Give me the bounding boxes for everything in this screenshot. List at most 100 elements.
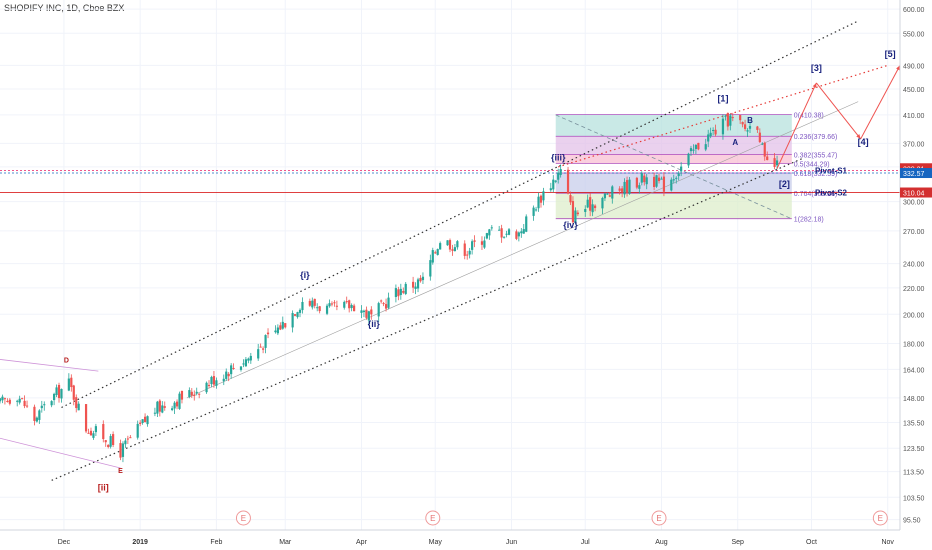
- candle-body: [773, 158, 776, 167]
- candle-body: [643, 175, 646, 183]
- candle-body: [257, 349, 260, 359]
- projection-arrowhead: [812, 82, 817, 88]
- candle-body: [107, 444, 110, 448]
- fib-level-label: 0.5(344.29): [794, 161, 830, 168]
- candle-body: [453, 247, 457, 252]
- candle-body: [52, 393, 56, 401]
- candle-body: [387, 297, 390, 308]
- candle-body: [139, 422, 142, 424]
- candle-body: [483, 240, 486, 248]
- candle-body: [171, 408, 174, 411]
- fib-level-label: 0(410.38): [794, 113, 824, 120]
- candle-body: [87, 432, 90, 434]
- candle-body: [38, 410, 41, 420]
- candle-body: [367, 311, 370, 321]
- candle-body: [40, 405, 43, 409]
- candle-body: [365, 309, 368, 318]
- earnings-marker-label: E: [241, 514, 246, 523]
- x-tick-label: Dec: [58, 539, 71, 546]
- candle-body: [404, 283, 407, 294]
- candle-body: [55, 387, 58, 395]
- candle-body: [652, 176, 656, 187]
- candle-body: [532, 207, 535, 216]
- wave-label: {iii}: [551, 152, 566, 162]
- candle-body: [534, 209, 538, 211]
- candle-body: [670, 179, 673, 191]
- y-axis-panel: [900, 0, 932, 550]
- candle-body: [488, 229, 491, 236]
- candle-body: [704, 144, 707, 150]
- wave-label: D: [64, 358, 69, 365]
- candle-body: [316, 307, 319, 309]
- wave-label: B: [747, 116, 753, 125]
- candle-body: [264, 335, 267, 348]
- earnings-marker: [425, 510, 441, 526]
- candle-body: [104, 440, 107, 443]
- y-tick-label: 180.00: [903, 342, 925, 349]
- candle-body: [60, 388, 63, 399]
- channel-lower-line: [51, 158, 802, 481]
- candle-body: [397, 289, 400, 297]
- candle-body: [689, 148, 693, 152]
- candle-body: [67, 378, 70, 391]
- candle-body: [210, 376, 213, 385]
- candle-body: [222, 378, 225, 382]
- candle-body: [239, 366, 243, 370]
- candle-body: [539, 195, 543, 203]
- candle-body: [298, 309, 302, 313]
- candle-body: [232, 367, 235, 369]
- candle-body: [721, 118, 725, 135]
- candle-body: [92, 433, 95, 438]
- candle-body: [593, 205, 597, 209]
- candle-body: [618, 188, 621, 191]
- candle-body: [293, 314, 297, 316]
- candle-body: [276, 327, 279, 334]
- candle-body: [352, 305, 356, 312]
- y-tick-label: 600.00: [903, 7, 925, 14]
- candle-body: [466, 254, 469, 256]
- wave-label: E: [118, 468, 123, 475]
- candle-body: [112, 434, 115, 445]
- candle-body: [712, 129, 715, 131]
- candle-body: [313, 298, 316, 306]
- candle-body: [399, 288, 402, 296]
- pivot-label: Pivot-S2: [815, 189, 848, 198]
- candle-body: [611, 186, 614, 199]
- y-tick-label: 490.00: [903, 63, 925, 70]
- candle-body: [660, 178, 663, 180]
- candle-body: [284, 323, 287, 328]
- candle-body: [75, 397, 78, 409]
- candle-body: [384, 304, 388, 309]
- candle-body: [121, 443, 125, 457]
- candle-body: [370, 309, 373, 315]
- candle-body: [429, 260, 432, 277]
- candle-body: [748, 126, 752, 129]
- candle-body: [328, 303, 331, 307]
- earnings-marker: [872, 510, 888, 526]
- candle-body: [146, 416, 149, 425]
- price-label: 332.57: [903, 171, 925, 178]
- candle-body: [345, 301, 348, 303]
- candle-body: [1, 396, 4, 401]
- candle-body: [402, 290, 405, 293]
- candle-body: [308, 300, 311, 306]
- candle-body: [434, 252, 437, 254]
- y-tick-label: 370.00: [903, 141, 925, 148]
- candle-body: [662, 176, 666, 192]
- earnings-marker-label: E: [430, 514, 435, 523]
- candle-body: [227, 373, 230, 377]
- y-tick-label: 148.00: [903, 396, 925, 403]
- candle-body: [672, 179, 675, 181]
- candle-body: [126, 438, 129, 440]
- candle-body: [552, 179, 555, 190]
- candle-body: [394, 288, 398, 297]
- candle-body: [207, 384, 211, 386]
- y-tick-label: 200.00: [903, 312, 925, 319]
- candle-body: [635, 177, 638, 188]
- x-tick-label: Sep: [731, 539, 744, 546]
- candle-body: [707, 134, 710, 142]
- candle-body: [505, 233, 508, 235]
- candle-body: [586, 199, 589, 208]
- candle-body: [249, 355, 252, 361]
